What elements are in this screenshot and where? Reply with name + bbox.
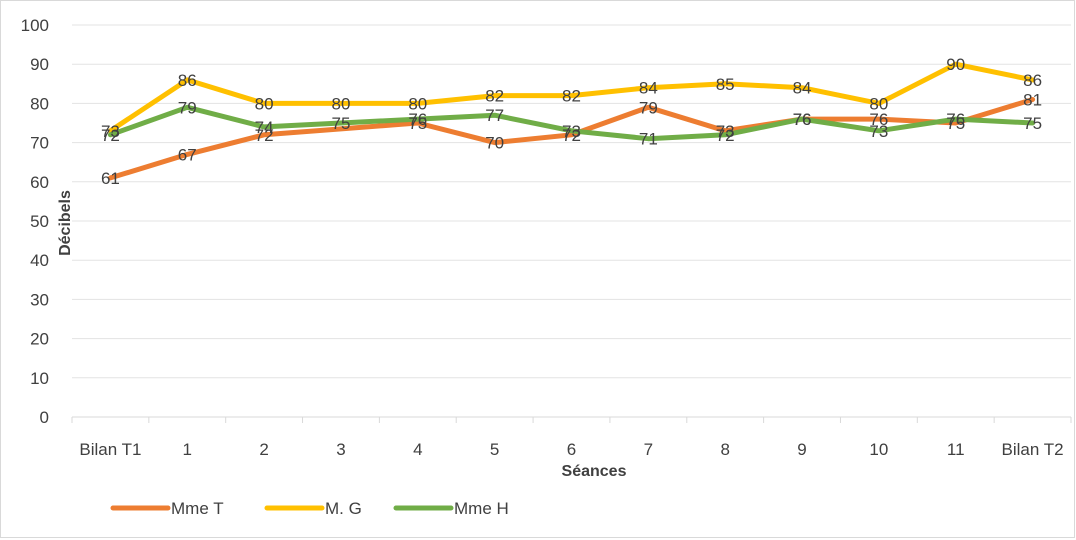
data-label: 85 [716, 75, 735, 94]
series-line-2 [107, 104, 1036, 142]
data-label: 84 [793, 79, 812, 98]
x-tick-label: 10 [869, 440, 888, 459]
series-lines [107, 61, 1036, 181]
x-axis-title: Séances [562, 463, 627, 480]
y-tick-label: 30 [30, 290, 49, 309]
data-label: 75 [946, 114, 965, 133]
data-label: 72 [255, 126, 274, 145]
data-label: 79 [178, 98, 197, 117]
y-tick-label: 70 [30, 134, 49, 153]
y-axis-title: Décibels [57, 190, 74, 256]
data-label: 72 [562, 126, 581, 145]
data-label: 75 [1023, 114, 1042, 133]
data-label: 75 [332, 114, 351, 133]
y-tick-label: 60 [30, 173, 49, 192]
data-label: 76 [869, 110, 888, 129]
y-tick-labels: 0 10 20 30 40 50 60 70 80 90 100 [21, 16, 49, 427]
data-label: 71 [639, 130, 658, 149]
x-tick-labels: Bilan T1 1 2 3 4 5 6 7 8 9 10 11 Bilan T2 [79, 440, 1063, 459]
data-label: 74 [255, 118, 274, 137]
data-label: 86 [178, 71, 197, 90]
x-tick-label: 2 [259, 440, 268, 459]
x-tick-label: Bilan T2 [1002, 440, 1064, 459]
data-label: 77 [485, 106, 504, 125]
y-tick-label: 10 [30, 369, 49, 388]
x-tick-label: 9 [797, 440, 806, 459]
data-label: 86 [1023, 71, 1042, 90]
data-label: 70 [485, 134, 504, 153]
data-label: 84 [639, 79, 658, 98]
y-tick-label: 100 [21, 16, 49, 35]
x-tick-label: 7 [644, 440, 653, 459]
legend-label: Mme T [171, 499, 224, 518]
data-label: 81 [1023, 90, 1042, 109]
data-label: 76 [793, 110, 812, 129]
y-tick-label: 0 [40, 408, 49, 427]
data-label: 80 [332, 94, 351, 113]
x-tick-label: 8 [720, 440, 729, 459]
data-label: 82 [562, 87, 581, 106]
data-label: 72 [716, 126, 735, 145]
data-label: 73 [716, 122, 735, 141]
x-tick-label: 5 [490, 440, 499, 459]
data-label: 76 [946, 110, 965, 129]
data-label: 90 [946, 55, 965, 74]
data-label: 67 [178, 145, 197, 164]
x-tick-label: 4 [413, 440, 422, 459]
data-label: 80 [408, 94, 427, 113]
x-tick-label: 1 [183, 440, 192, 459]
data-label: 79 [639, 98, 658, 117]
data-label: 80 [255, 94, 274, 113]
x-tick-label: 6 [567, 440, 576, 459]
legend: Mme T M. G Mme H [110, 499, 509, 518]
data-label: 76 [793, 110, 812, 129]
legend-label: Mme H [454, 499, 509, 518]
x-tick-label: 11 [947, 440, 965, 459]
data-label: 73 [869, 122, 888, 141]
data-label: 80 [869, 94, 888, 113]
data-label: 76 [408, 110, 427, 129]
y-tick-label: 90 [30, 55, 49, 74]
x-tick-label: 3 [336, 440, 345, 459]
data-label: 72 [101, 126, 120, 145]
y-tick-label: 40 [30, 251, 49, 270]
data-label: 82 [485, 87, 504, 106]
data-label: 61 [101, 169, 120, 188]
y-tick-label: 80 [30, 94, 49, 113]
x-tick-label: Bilan T1 [79, 440, 141, 459]
data-label: 73 [562, 122, 581, 141]
series-line-0 [107, 97, 1036, 181]
y-tick-label: 50 [30, 212, 49, 231]
series-line-1 [107, 61, 1036, 134]
data-label: 73 [101, 122, 120, 141]
gridlines [71, 24, 1072, 423]
legend-label: M. G [325, 499, 362, 518]
y-tick-label: 20 [30, 330, 49, 349]
data-label: 75 [408, 114, 427, 133]
